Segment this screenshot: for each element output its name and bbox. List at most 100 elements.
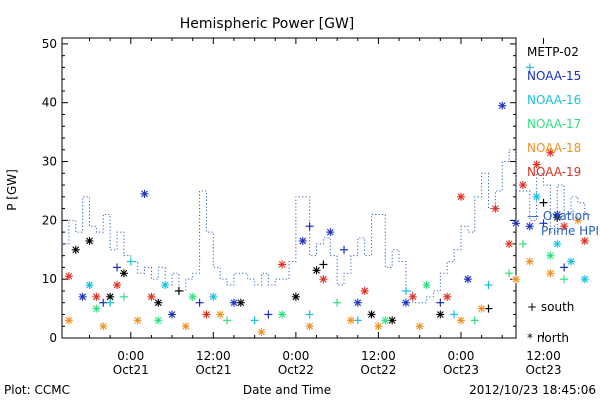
north-point <box>326 228 335 237</box>
satellite-points <box>64 63 589 337</box>
north-point <box>92 304 101 313</box>
legend-entry: NOAA-15 <box>527 69 581 83</box>
x-tick-label-date: Oct22 <box>360 363 396 377</box>
north-point <box>532 160 541 169</box>
x-tick-label-date: Oct21 <box>113 363 149 377</box>
ovation-step-line <box>62 149 591 304</box>
star-d2 <box>258 328 265 336</box>
north-point <box>498 101 507 110</box>
north-point <box>71 245 80 254</box>
marker-legend-entry: * north <box>527 331 569 345</box>
south-point <box>126 257 135 266</box>
star-d2 <box>409 293 417 301</box>
star-d2 <box>106 293 114 301</box>
north-point <box>560 222 569 231</box>
star-d2 <box>533 161 541 168</box>
star-d2 <box>553 240 561 248</box>
north-point <box>381 316 390 325</box>
y-axis-ticks: 0 10 20 30 40 50 <box>42 37 516 345</box>
north-point <box>92 292 101 301</box>
star-d2 <box>278 261 286 268</box>
north-point <box>532 192 541 201</box>
star-d2 <box>547 269 554 277</box>
north-point <box>374 322 383 331</box>
x-tick-label-time: 12:00 <box>361 349 396 363</box>
star-d2 <box>203 311 210 318</box>
star-d2 <box>161 281 169 289</box>
north-point <box>147 292 156 301</box>
north-point <box>229 298 238 307</box>
star-d2 <box>457 316 465 324</box>
legend-entry: NOAA-18 <box>527 141 581 155</box>
south-point <box>174 286 183 295</box>
legend-entry: METP-02 <box>527 45 579 59</box>
star-d2 <box>381 316 389 324</box>
north-point <box>346 316 355 325</box>
y-tick-label: 0 <box>49 331 57 345</box>
star-d2 <box>154 299 162 307</box>
y-tick-label: 50 <box>42 37 57 51</box>
north-point <box>312 266 321 275</box>
north-point <box>456 192 465 201</box>
north-point <box>119 269 128 278</box>
north-point <box>140 189 149 198</box>
star-d2 <box>154 316 162 324</box>
star-d2 <box>148 293 155 301</box>
south-point <box>505 269 514 278</box>
star-d2 <box>547 252 554 260</box>
ovation-legend-line: — Ovation <box>527 209 590 223</box>
x-axis-label: Date and Time <box>243 383 331 397</box>
star-d2 <box>299 237 307 245</box>
south-point <box>264 310 273 319</box>
south-point <box>484 281 493 290</box>
south-point <box>250 316 259 325</box>
star-d2 <box>113 281 121 289</box>
star-d2 <box>547 149 554 157</box>
x-tick-label-date: Oct23 <box>443 363 479 377</box>
marker-legend: + south * north <box>527 300 574 345</box>
star-d2 <box>375 322 382 330</box>
x-tick-label-time: 0:00 <box>447 349 474 363</box>
y-tick-label: 10 <box>42 272 57 286</box>
north-point <box>443 292 452 301</box>
star-d2 <box>230 299 238 307</box>
star-d2 <box>512 219 520 227</box>
south-point <box>401 286 410 295</box>
ovation-hpi-line <box>62 149 591 304</box>
star-d2 <box>443 293 451 301</box>
north-point <box>408 292 417 301</box>
star-d2 <box>361 287 369 295</box>
south-point <box>484 304 493 313</box>
star-d2 <box>86 237 93 245</box>
north-point <box>353 298 362 307</box>
north-point <box>99 322 108 331</box>
north-point <box>553 239 562 248</box>
star-d2 <box>368 311 375 318</box>
north-point <box>401 298 410 307</box>
north-point <box>133 316 142 325</box>
x-tick-label-date: Oct21 <box>195 363 231 377</box>
star-d2 <box>416 322 424 330</box>
y-tick-label: 20 <box>42 213 57 227</box>
south-point <box>353 316 362 325</box>
star-d2 <box>93 305 100 312</box>
star-d2 <box>209 293 217 301</box>
north-point <box>216 310 225 319</box>
north-point <box>567 257 576 266</box>
north-point <box>278 260 287 269</box>
north-point <box>477 304 486 313</box>
north-point <box>463 275 472 284</box>
star-d2 <box>505 240 513 248</box>
north-point <box>154 298 163 307</box>
star-d2 <box>581 275 589 283</box>
x-tick-label-time: 12:00 <box>196 349 231 363</box>
star-d2 <box>278 311 286 318</box>
north-point <box>188 292 197 301</box>
star-d2 <box>526 222 534 230</box>
south-point <box>195 298 204 307</box>
star-d2 <box>182 322 190 330</box>
south-point <box>340 245 349 254</box>
north-point <box>436 310 445 319</box>
star-d2 <box>526 258 534 265</box>
